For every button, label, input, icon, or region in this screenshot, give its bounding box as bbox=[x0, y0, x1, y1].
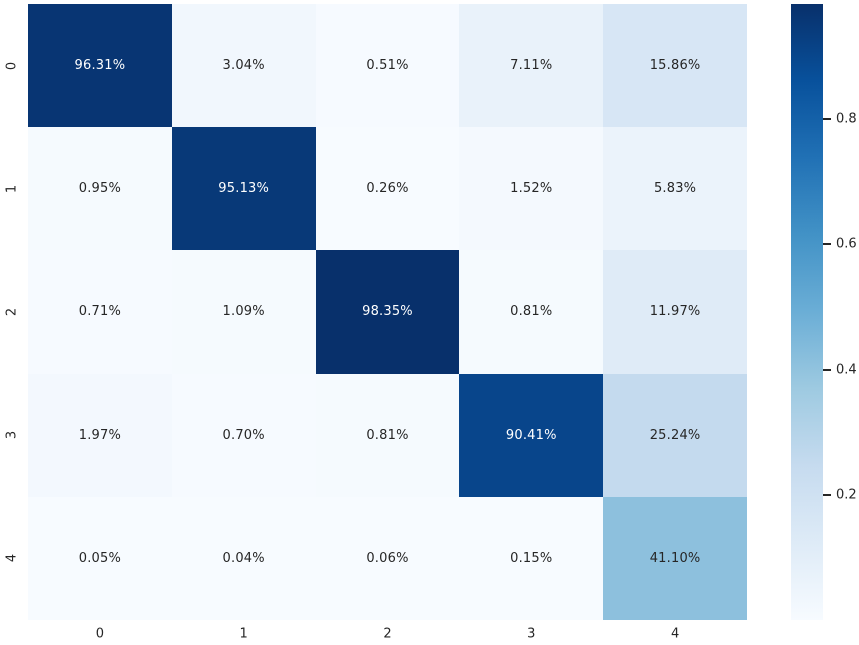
colorbar-tick-label-0.8: 0.8 bbox=[836, 111, 857, 127]
cell-value-label: 96.31% bbox=[74, 58, 126, 74]
cell-value-label: 95.13% bbox=[218, 181, 270, 197]
y-tick-label-2: 2 bbox=[4, 307, 20, 317]
x-tick-label-0: 0 bbox=[95, 626, 105, 642]
heatmap-cell-r4c4: 41.10% bbox=[603, 496, 747, 620]
colorbar-tick-label-0.4: 0.4 bbox=[836, 362, 857, 378]
colorbar-tick-label-0.2: 0.2 bbox=[836, 487, 857, 503]
cell-value-label: 1.09% bbox=[222, 304, 265, 320]
x-tick-label-2: 2 bbox=[383, 626, 392, 642]
y-tick-label-0: 0 bbox=[4, 61, 20, 70]
cell-value-label: 0.15% bbox=[510, 550, 553, 566]
cell-value-label: 1.97% bbox=[78, 427, 122, 443]
colorbar-tickmark-0.6 bbox=[823, 243, 831, 246]
cell-value-label: 0.04% bbox=[222, 550, 265, 566]
heatmap-cell-r1c1: 95.13% bbox=[171, 127, 316, 251]
heatmap-cell-r1c4: 5.83% bbox=[603, 127, 747, 251]
cell-value-label: 0.81% bbox=[366, 427, 409, 443]
cell-value-label: 0.05% bbox=[78, 550, 122, 566]
heatmap-cell-r1c2: 0.26% bbox=[315, 127, 460, 251]
heatmap-cell-r2c0: 0.71% bbox=[28, 250, 172, 374]
colorbar-tick-label-0.6: 0.6 bbox=[836, 236, 857, 252]
y-tick-label-1: 1 bbox=[4, 184, 20, 193]
colorbar-gradient bbox=[791, 4, 823, 620]
heatmap-cell-r4c2: 0.06% bbox=[315, 496, 460, 620]
heatmap-cell-r0c3: 7.11% bbox=[459, 4, 604, 128]
heatmap-cell-r1c0: 0.95% bbox=[28, 127, 172, 251]
colorbar bbox=[791, 4, 823, 620]
cell-value-label: 0.95% bbox=[78, 181, 122, 197]
heatmap-cell-r3c1: 0.70% bbox=[171, 373, 316, 497]
heatmap-cell-r3c0: 1.97% bbox=[28, 373, 172, 497]
heatmap-cell-r4c1: 0.04% bbox=[171, 496, 316, 620]
heatmap-grid: 96.31% 3.04% 0.51% 7.11% 15.86% 0.95% 95.13% 0.… bbox=[28, 4, 747, 620]
heatmap-cell-r2c3: 0.81% bbox=[459, 250, 604, 374]
x-tick-label-3: 3 bbox=[527, 626, 536, 642]
cell-value-label: 15.86% bbox=[649, 58, 701, 74]
cell-value-label: 90.41% bbox=[505, 427, 557, 443]
x-tick-label-4: 4 bbox=[670, 626, 680, 642]
y-tick-label-4: 4 bbox=[4, 554, 20, 563]
cell-value-label: 0.71% bbox=[78, 304, 122, 320]
heatmap-cell-r0c1: 3.04% bbox=[171, 4, 316, 128]
heatmap-cell-r2c2: 98.35% bbox=[315, 250, 460, 374]
cell-value-label: 0.51% bbox=[366, 58, 409, 74]
cell-value-label: 0.70% bbox=[222, 427, 265, 443]
cell-value-label: 1.52% bbox=[510, 181, 553, 197]
heatmap-cell-r1c3: 1.52% bbox=[459, 127, 604, 251]
colorbar-tickmark-0.2 bbox=[823, 493, 831, 496]
heatmap-cell-r2c4: 11.97% bbox=[603, 250, 747, 374]
cell-value-label: 3.04% bbox=[222, 58, 265, 74]
heatmap-cell-r2c1: 1.09% bbox=[171, 250, 316, 374]
cell-value-label: 0.81% bbox=[510, 304, 553, 320]
colorbar-tickmark-0.4 bbox=[823, 368, 831, 371]
cell-value-label: 0.06% bbox=[366, 550, 409, 566]
cell-value-label: 7.11% bbox=[510, 58, 553, 74]
heatmap-cell-r3c2: 0.81% bbox=[315, 373, 460, 497]
heatmap-cell-r0c2: 0.51% bbox=[315, 4, 460, 128]
y-tick-label-3: 3 bbox=[4, 431, 20, 440]
x-tick-label-1: 1 bbox=[239, 626, 248, 642]
cell-value-label: 0.26% bbox=[366, 181, 409, 197]
heatmap-cell-r3c3: 90.41% bbox=[459, 373, 604, 497]
cell-value-label: 11.97% bbox=[649, 304, 701, 320]
heatmap-cell-r0c0: 96.31% bbox=[28, 4, 172, 128]
cell-value-label: 5.83% bbox=[653, 181, 697, 197]
heatmap-cell-r0c4: 15.86% bbox=[603, 4, 747, 128]
heatmap-cell-r3c4: 25.24% bbox=[603, 373, 747, 497]
heatmap-cell-r4c0: 0.05% bbox=[28, 496, 172, 620]
heatmap-cell-r4c3: 0.15% bbox=[459, 496, 604, 620]
colorbar-tickmark-0.8 bbox=[823, 117, 831, 120]
cell-value-label: 25.24% bbox=[649, 427, 701, 443]
cell-value-label: 98.35% bbox=[362, 304, 413, 320]
cell-value-label: 41.10% bbox=[649, 550, 701, 566]
